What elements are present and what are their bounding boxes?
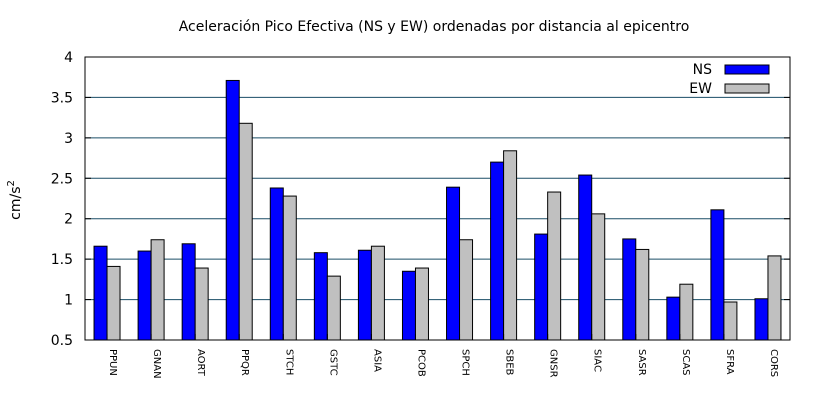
y-tick-label: 2.5 [51, 171, 73, 187]
bar-ns-gstc [313, 252, 328, 341]
bar-ew-sfra [723, 301, 738, 341]
bar-ew-pcob [414, 267, 429, 341]
chart-title: Aceleración Pico Efectiva (NS y EW) orde… [179, 19, 690, 35]
x-category-label: SBEB [504, 349, 515, 376]
bar-ew-ppqr [238, 122, 253, 341]
bar-ew-aort [194, 267, 209, 341]
bar-ns-spch [446, 186, 461, 341]
bar-ew-asia [370, 245, 385, 341]
x-category-label: PCOB [415, 349, 426, 377]
bar-ew-gnan [150, 239, 165, 341]
y-axis-label-superscript: 2 [6, 180, 17, 186]
x-category-label: GNSR [548, 349, 559, 378]
legend-label: NS [693, 62, 712, 78]
bar-ns-cors [754, 298, 769, 341]
legend-label: EW [689, 81, 712, 97]
x-category-label: PPQR [239, 349, 250, 376]
y-axis-label: cm/s2 [6, 180, 24, 220]
bar-ns-aort [181, 243, 196, 341]
y-tick-label: 2 [64, 212, 73, 228]
x-category-label: GNAN [151, 349, 162, 379]
bar-ns-gnan [137, 250, 152, 341]
bar-ew-gstc [326, 275, 341, 341]
bar-ew-spch [459, 239, 474, 341]
bars [93, 79, 782, 341]
x-category-label: AORT [195, 349, 206, 377]
bar-ew-stch [282, 195, 297, 341]
x-category-label: SFRA [724, 349, 735, 375]
bar-ns-asia [357, 249, 372, 341]
y-tick-label: 4 [64, 50, 73, 66]
legend: NS EW [676, 58, 780, 97]
x-category-label: SPCH [460, 349, 471, 376]
y-tick-label: 1 [64, 293, 73, 309]
plot-frame [84, 56, 791, 341]
x-category-label: STCH [283, 349, 294, 375]
y-tick-label: 1.5 [51, 252, 73, 268]
bar-ew-gnsr [547, 191, 562, 341]
bar-ew-ppun [106, 265, 121, 341]
x-category-label: GSTC [327, 349, 338, 376]
x-axis-categories: PPUN GNAN AORT PPQR STCH GSTC ASIA PCOB SPCH SBEB… [106, 334, 779, 379]
y-tick-label: 3.5 [51, 90, 73, 106]
bar-ew-scas [679, 283, 694, 341]
bar-ew-cors [767, 255, 782, 341]
x-category-label: SASR [636, 349, 647, 376]
bar-ns-pcob [401, 270, 416, 341]
bar-ew-siac [591, 213, 606, 341]
bar-ns-ppun [93, 245, 108, 341]
bar-ew-sasr [635, 248, 650, 341]
legend-swatch-ns [724, 64, 770, 75]
bar-ns-sasr [622, 238, 637, 341]
y-tick-label: 0.5 [51, 333, 73, 349]
y-axis-label-text: cm/s [8, 187, 24, 220]
x-category-label: ASIA [371, 349, 382, 372]
legend-swatch-ew [724, 83, 770, 94]
bar-ns-scas [666, 296, 681, 341]
y-tick-label: 3 [64, 131, 73, 147]
bar-ns-gnsr [534, 233, 549, 341]
x-category-label: PPUN [107, 349, 118, 376]
bar-ns-ppqr [225, 79, 240, 341]
x-category-label: SIAC [592, 349, 603, 372]
bar-ns-stch [269, 187, 284, 341]
y-axis-ticks: 0.5 1 1.5 2 2.5 3 3.5 4 [51, 50, 790, 349]
bar-ns-siac [578, 174, 593, 341]
x-category-label: CORS [768, 349, 779, 377]
x-category-label: SCAS [680, 349, 691, 376]
bar-ns-sfra [710, 209, 725, 341]
bar-ns-sbeb [490, 161, 505, 341]
bar-ew-sbeb [503, 150, 518, 341]
